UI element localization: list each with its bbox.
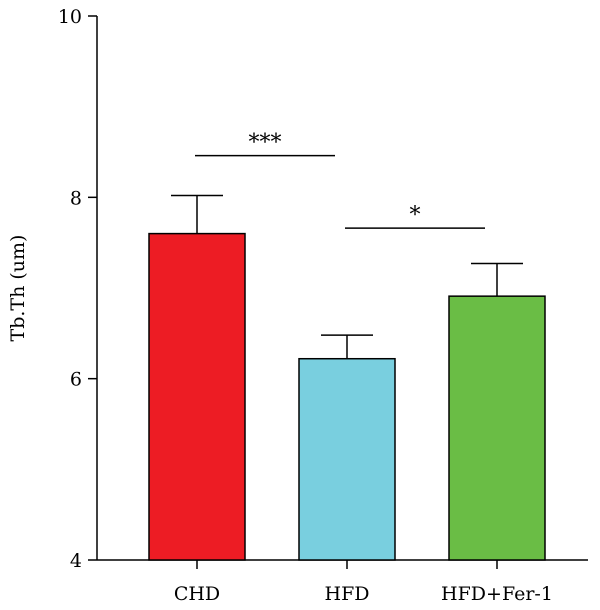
y-axis-title: Tb.Th (um) xyxy=(7,235,29,342)
bar-chd xyxy=(148,232,246,561)
significance-label: *** xyxy=(249,131,282,156)
x-tick-label: HFD+Fer-1 xyxy=(441,583,553,605)
y-axis: 4 6 8 10 xyxy=(58,6,98,572)
bar-hfd xyxy=(298,357,396,561)
significance-label: * xyxy=(410,203,421,228)
y-tick-label: 6 xyxy=(70,369,82,391)
y-tick-label: 10 xyxy=(58,6,82,28)
bars xyxy=(148,232,546,561)
x-tick-label: CHD xyxy=(174,583,220,605)
y-tick-label: 8 xyxy=(70,187,82,209)
y-tick-label: 4 xyxy=(70,550,82,572)
bar-hfd-fer-1 xyxy=(448,295,546,561)
significance-annotations: **** xyxy=(195,131,485,229)
x-axis: CHD HFD HFD+Fer-1 xyxy=(97,559,588,605)
error-bars xyxy=(171,194,523,359)
x-tick-label: HFD xyxy=(325,583,370,605)
